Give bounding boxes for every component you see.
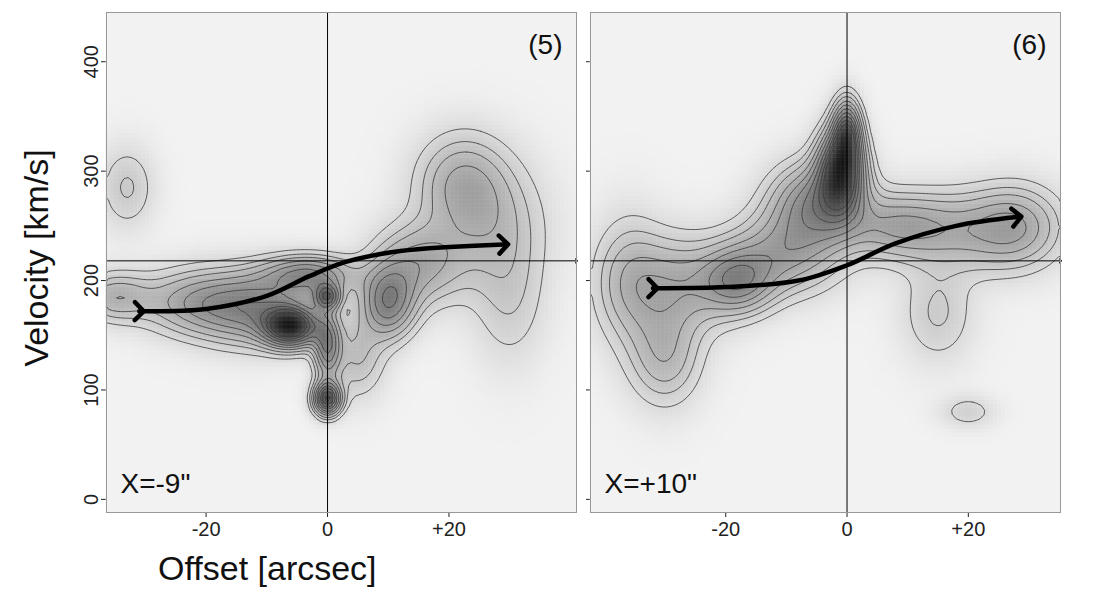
svg-text:100: 100 [80,373,102,406]
html-text:Offset [arcsec]: Offset [arcsec] [158,549,377,587]
svg-text:-20: -20 [711,518,740,540]
svg-text:+20: +20 [432,518,466,540]
svg-text:+20: +20 [951,518,985,540]
html-text:Velocity [km/s]: Velocity [km/s] [16,149,55,367]
svg-text:X=-9": X=-9" [121,468,191,499]
svg-text:0: 0 [322,518,333,540]
svg-text:400: 400 [80,45,102,78]
svg-text:X=+10": X=+10" [605,468,697,499]
svg-text:(5): (5) [528,29,562,60]
svg-text:300: 300 [80,154,102,187]
svg-text:200: 200 [80,264,102,297]
svg-text:0: 0 [841,518,852,540]
svg-text:-20: -20 [192,518,221,540]
svg-text:0: 0 [80,494,102,505]
svg-text:(6): (6) [1012,29,1046,60]
